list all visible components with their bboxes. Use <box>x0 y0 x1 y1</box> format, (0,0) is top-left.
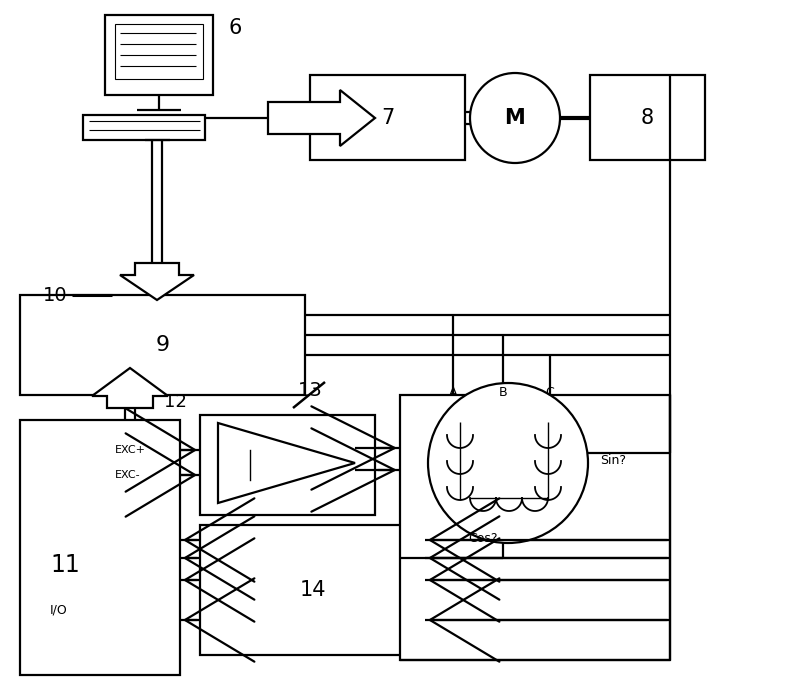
FancyBboxPatch shape <box>590 75 705 160</box>
FancyBboxPatch shape <box>20 295 305 395</box>
Text: I/O: I/O <box>50 604 68 617</box>
FancyBboxPatch shape <box>105 15 213 95</box>
Text: M: M <box>505 108 526 128</box>
FancyBboxPatch shape <box>200 415 375 515</box>
Text: 9: 9 <box>155 335 170 355</box>
Text: 13: 13 <box>298 380 322 400</box>
Text: 10: 10 <box>42 285 67 305</box>
Polygon shape <box>268 90 375 146</box>
Text: B: B <box>498 386 507 398</box>
FancyBboxPatch shape <box>115 24 203 79</box>
Text: A: A <box>449 386 458 398</box>
Circle shape <box>428 383 588 543</box>
Text: C: C <box>546 386 554 398</box>
FancyBboxPatch shape <box>310 75 465 160</box>
FancyBboxPatch shape <box>20 420 180 675</box>
FancyBboxPatch shape <box>400 395 670 660</box>
Text: Sin?: Sin? <box>600 453 626 466</box>
Text: 12: 12 <box>163 393 186 411</box>
Circle shape <box>470 73 560 163</box>
Text: Cos?: Cos? <box>468 531 498 544</box>
FancyBboxPatch shape <box>83 115 205 140</box>
Polygon shape <box>92 368 168 408</box>
Text: EXC+: EXC+ <box>115 445 146 455</box>
Text: 14: 14 <box>299 580 326 600</box>
Text: 6: 6 <box>228 18 242 38</box>
Polygon shape <box>120 263 194 300</box>
Text: EXC-: EXC- <box>115 470 141 480</box>
Text: 8: 8 <box>641 107 654 127</box>
Text: 11: 11 <box>50 553 80 577</box>
Text: 7: 7 <box>381 107 394 127</box>
FancyBboxPatch shape <box>200 525 425 655</box>
Polygon shape <box>218 423 355 503</box>
